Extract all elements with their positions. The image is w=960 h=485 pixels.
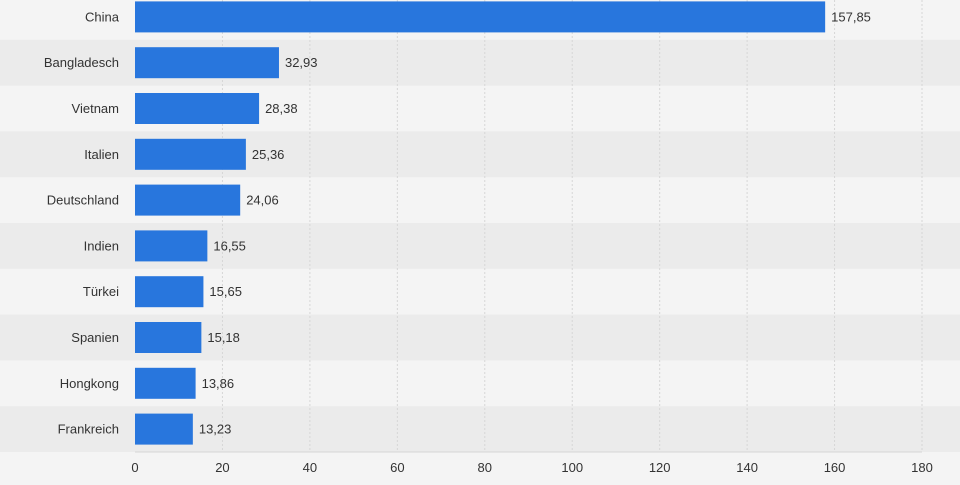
- category-label: Italien: [84, 147, 119, 162]
- x-tick-label: 20: [215, 460, 229, 475]
- value-label: 24,06: [246, 193, 279, 208]
- grid-lines: [135, 0, 923, 453]
- category-label: Hongkong: [60, 376, 119, 391]
- category-label: Frankreich: [58, 422, 119, 437]
- value-labels: 157,85 32,93 28,38 25,36 24,06 16,55 15,65 15,1…: [199, 9, 871, 436]
- bar: [135, 47, 279, 79]
- bar: [135, 413, 193, 445]
- bar: [135, 322, 202, 353]
- bar: [135, 93, 260, 124]
- x-axis-ticks: 0 20 40 60 80 100 120 140 160 180: [131, 460, 932, 475]
- value-label: 13,86: [202, 376, 235, 391]
- bar: [135, 184, 241, 216]
- bars: [135, 1, 826, 445]
- category-label: Deutschland: [47, 193, 119, 208]
- bar: [135, 1, 826, 33]
- bar: [135, 138, 246, 170]
- x-tick-label: 60: [390, 460, 404, 475]
- value-label: 16,55: [213, 238, 246, 253]
- x-tick-label: 140: [736, 460, 758, 475]
- value-label: 13,23: [199, 422, 232, 437]
- x-tick-label: 160: [824, 460, 846, 475]
- x-tick-label: 0: [131, 460, 138, 475]
- value-label: 15,18: [207, 330, 240, 345]
- value-label: 25,36: [252, 147, 285, 162]
- bar: [135, 230, 208, 262]
- category-label: Bangladesch: [44, 55, 119, 70]
- x-tick-label: 180: [911, 460, 933, 475]
- category-label: Indien: [84, 238, 119, 253]
- x-tick-label: 100: [561, 460, 583, 475]
- category-labels: China Bangladesch Vietnam Italien Deutschlan…: [44, 9, 120, 436]
- category-label: Vietnam: [72, 101, 119, 116]
- value-label: 15,65: [209, 284, 242, 299]
- category-label: China: [85, 9, 120, 24]
- x-tick-label: 80: [478, 460, 492, 475]
- bar: [135, 367, 196, 399]
- x-tick-label: 120: [649, 460, 671, 475]
- category-label: Türkei: [83, 284, 119, 299]
- category-label: Spanien: [71, 330, 119, 345]
- value-label: 32,93: [285, 55, 318, 70]
- value-label: 157,85: [831, 9, 871, 24]
- x-tick-label: 40: [303, 460, 317, 475]
- bar: [135, 276, 204, 308]
- value-label: 28,38: [265, 101, 298, 116]
